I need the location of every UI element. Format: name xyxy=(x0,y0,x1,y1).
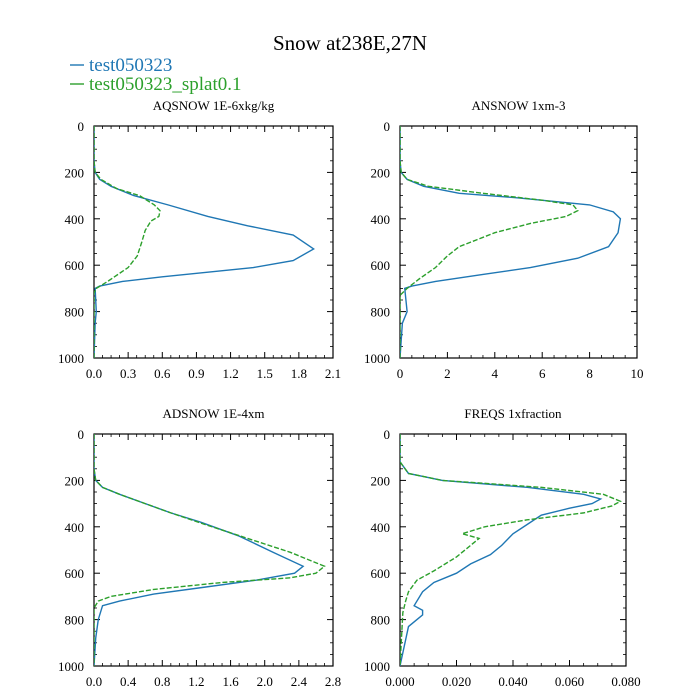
series-line-test050323-splat0-1 xyxy=(400,126,579,358)
x-tick-label: 0.040 xyxy=(498,674,527,689)
y-tick-label: 400 xyxy=(65,520,85,535)
y-tick-label: 600 xyxy=(65,566,85,581)
x-tick-label: 0.080 xyxy=(611,674,640,689)
y-tick-label: 200 xyxy=(65,165,85,180)
panel-1: AQSNOW 1E-6xkg/kg 0.0 0.3 0.6 0.9 1.2 1.5 1.8 2.… xyxy=(58,98,341,381)
legend-label-series-1: test050323 xyxy=(89,55,172,76)
panel-title: AQSNOW 1E-6xkg/kg xyxy=(153,98,275,113)
x-tick-label: 1.2 xyxy=(222,366,238,381)
y-tick-label: 600 xyxy=(65,258,85,273)
x-tick-label: 6 xyxy=(539,366,546,381)
x-tick-label: 0.020 xyxy=(442,674,471,689)
x-tick-label: 2.4 xyxy=(291,674,308,689)
y-tick-label: 200 xyxy=(65,473,85,488)
x-tick-label: 0.0 xyxy=(86,674,102,689)
x-tick-label: 8 xyxy=(586,366,593,381)
x-tick-label: 0 xyxy=(397,366,404,381)
y-tick-label: 0 xyxy=(384,427,391,442)
x-tick-label: 2 xyxy=(444,366,451,381)
y-tick-label: 200 xyxy=(371,165,391,180)
x-tick-label: 0.8 xyxy=(154,674,170,689)
y-tick-label: 800 xyxy=(65,613,85,628)
y-tick-label: 400 xyxy=(371,212,391,227)
series-line-test050323-splat0-1 xyxy=(94,434,326,666)
x-tick-label: 10 xyxy=(631,366,644,381)
panel-title: ANSNOW 1xm-3 xyxy=(471,98,565,113)
y-tick-label: 800 xyxy=(371,305,391,320)
y-tick-label: 600 xyxy=(371,566,391,581)
x-tick-label: 1.5 xyxy=(257,366,273,381)
y-tick-label: 400 xyxy=(65,212,85,227)
figure-title: Snow at238E,27N xyxy=(273,31,427,55)
x-tick-label: 1.2 xyxy=(188,674,204,689)
x-tick-label: 2.1 xyxy=(325,366,341,381)
x-tick-label: 0.000 xyxy=(385,674,414,689)
x-tick-label: 0.9 xyxy=(188,366,204,381)
y-tick-label: 0 xyxy=(384,119,391,134)
y-tick-label: 0 xyxy=(78,119,85,134)
y-tick-label: 0 xyxy=(78,427,85,442)
panel-title: ADSNOW 1E-4xm xyxy=(163,406,265,421)
y-tick-label: 1000 xyxy=(58,659,84,674)
panel-title: FREQS 1xfraction xyxy=(464,406,562,421)
x-tick-label: 0.3 xyxy=(120,366,136,381)
x-tick-label: 2.8 xyxy=(325,674,341,689)
y-tick-label: 1000 xyxy=(58,351,84,366)
y-tick-label: 800 xyxy=(65,305,85,320)
series-line-test050323 xyxy=(400,434,603,666)
y-tick-label: 200 xyxy=(371,473,391,488)
panel-2: ANSNOW 1xm-3 0 2 4 6 8 10 0 200 400 600 800 1000 xyxy=(364,98,644,381)
y-tick-label: 400 xyxy=(371,520,391,535)
y-tick-label: 600 xyxy=(371,258,391,273)
series-line-test050323-splat0-1 xyxy=(400,434,622,666)
x-tick-label: 4 xyxy=(492,366,499,381)
y-tick-label: 1000 xyxy=(364,351,390,366)
x-tick-label: 0.0 xyxy=(86,366,102,381)
legend-label-series-2: test050323_splat0.1 xyxy=(89,74,242,95)
x-tick-label: 1.6 xyxy=(222,674,239,689)
y-tick-label: 1000 xyxy=(364,659,390,674)
x-tick-label: 1.8 xyxy=(291,366,307,381)
series-line-test050323-splat0-1 xyxy=(94,126,161,358)
x-tick-label: 0.4 xyxy=(120,674,137,689)
x-tick-label: 0.6 xyxy=(154,366,171,381)
x-tick-label: 2.0 xyxy=(257,674,273,689)
x-tick-label: 0.060 xyxy=(555,674,584,689)
panel-3: ADSNOW 1E-4xm 0.0 0.4 0.8 1.2 1.6 2.0 2.4 2.8 0 20… xyxy=(58,406,341,689)
legend: test050323 test050323_splat0.1 xyxy=(70,55,242,95)
panels: AQSNOW 1E-6xkg/kg 0.0 0.3 0.6 0.9 1.2 1.5 1.8 2.… xyxy=(58,98,644,689)
y-tick-label: 800 xyxy=(371,613,391,628)
panel-4: FREQS 1xfraction 0.000 0.020 0.040 0.060 0.08… xyxy=(364,406,641,689)
